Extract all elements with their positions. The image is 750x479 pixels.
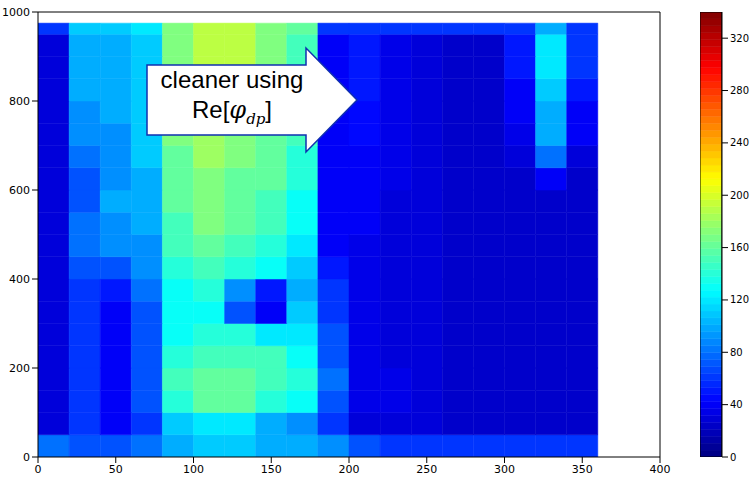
svg-text:0: 0 <box>730 452 736 463</box>
svg-text:cleaner using: cleaner using <box>161 66 304 93</box>
svg-text:200: 200 <box>9 362 30 375</box>
svg-text:0: 0 <box>35 463 42 476</box>
svg-text:300: 300 <box>494 463 515 476</box>
svg-text:Re[φdp]: Re[φdp] <box>192 96 272 128</box>
svg-text:400: 400 <box>650 463 671 476</box>
svg-text:160: 160 <box>730 242 749 253</box>
svg-text:280: 280 <box>730 85 749 96</box>
svg-text:350: 350 <box>572 463 593 476</box>
svg-text:250: 250 <box>416 463 437 476</box>
svg-text:0: 0 <box>23 451 30 464</box>
svg-text:240: 240 <box>730 137 749 148</box>
svg-text:200: 200 <box>730 190 749 201</box>
svg-text:40: 40 <box>730 399 743 410</box>
svg-text:800: 800 <box>9 95 30 108</box>
svg-text:200: 200 <box>339 463 360 476</box>
svg-text:320: 320 <box>730 33 749 44</box>
svg-text:100: 100 <box>183 463 204 476</box>
svg-text:400: 400 <box>9 273 30 286</box>
svg-text:600: 600 <box>9 184 30 197</box>
svg-text:150: 150 <box>261 463 282 476</box>
svg-text:120: 120 <box>730 294 749 305</box>
svg-text:50: 50 <box>109 463 123 476</box>
svg-text:1000: 1000 <box>2 6 30 19</box>
svg-text:80: 80 <box>730 347 743 358</box>
